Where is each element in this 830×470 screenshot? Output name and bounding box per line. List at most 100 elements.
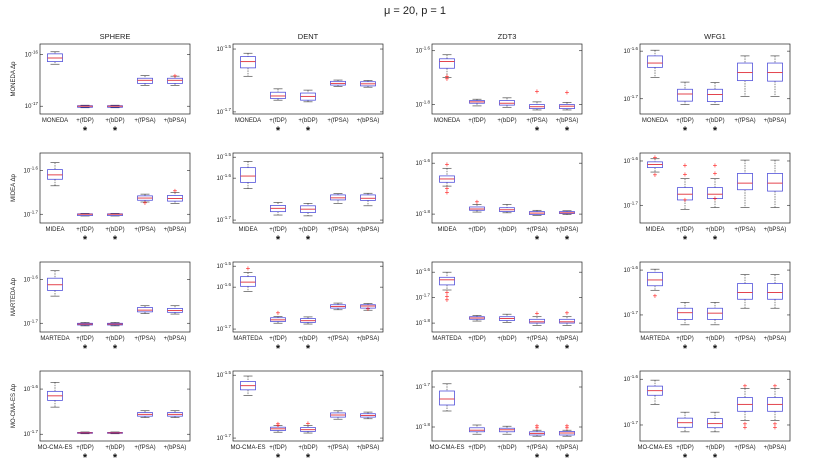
panel-frame xyxy=(39,43,191,115)
y-tick-label: 10-1.7 xyxy=(24,429,39,438)
panel-3-0: MO-CMA-ES Δp 10-1.6 10-1.7 MO-CMA-ES +(fDP) +… xyxy=(11,370,191,464)
category-label: +(fPSA) xyxy=(134,227,155,233)
panel-frame xyxy=(39,152,191,224)
box-0: + xyxy=(647,268,663,301)
box-4 xyxy=(360,411,376,420)
category-label: +(bDP) xyxy=(497,445,516,451)
category-label: MARTEDA xyxy=(233,336,262,342)
box-2 xyxy=(300,202,316,217)
category-label: +(fDP) xyxy=(468,336,486,342)
box-2 xyxy=(107,431,123,435)
box-1 xyxy=(77,431,93,435)
box-1 xyxy=(270,202,286,216)
box-0 xyxy=(47,381,63,408)
box-iqr xyxy=(767,62,783,82)
significance-star: * xyxy=(683,343,688,355)
panel-2-2: 10-1.610-1.710-1.8+++MARTEDA +(fDP) +(bDP)… xyxy=(416,261,583,355)
box-iqr xyxy=(737,62,753,82)
category-label: +(fPSA) xyxy=(526,227,547,233)
category-label: MIDEA xyxy=(645,227,664,233)
outlier-point: + xyxy=(565,423,570,432)
significance-star: * xyxy=(113,125,118,137)
panel-frame xyxy=(639,152,791,224)
box-4: + xyxy=(559,88,575,111)
category-label: MONEDA xyxy=(42,118,68,124)
panel-frame xyxy=(232,370,384,442)
category-label: +(bPSA) xyxy=(357,118,380,124)
y-tick-label: 10-1.7 xyxy=(217,324,232,333)
column-title: SPHERE xyxy=(100,32,131,41)
category-label: MO-CMA-ES xyxy=(231,445,266,451)
box-3 xyxy=(330,193,346,204)
box-2 xyxy=(107,322,123,327)
category-label: +(fDP) xyxy=(76,445,94,451)
box-2 xyxy=(300,316,316,325)
panels-grid: SPHERE MONEDA Δp 10-16 10-17 MONEDA +(fDP) +(b… xyxy=(11,32,791,464)
category-label: +(bDP) xyxy=(497,336,516,342)
box-3 xyxy=(529,209,545,216)
y-tick-label: 10-1.7 xyxy=(624,94,639,103)
y-tick-label: 10-17 xyxy=(25,101,39,110)
box-3 xyxy=(330,302,346,311)
category-label: +(fPSA) xyxy=(526,118,547,124)
outlier-point: + xyxy=(565,88,570,97)
category-label: +(bDP) xyxy=(705,445,724,451)
category-label: +(fDP) xyxy=(676,227,694,233)
box-1 xyxy=(469,315,485,322)
box-3: +++ xyxy=(737,382,753,432)
category-label: +(fDP) xyxy=(676,118,694,124)
box-iqr xyxy=(677,88,693,102)
column-title: ZDT3 xyxy=(498,32,517,41)
category-label: +(bPSA) xyxy=(556,118,579,124)
y-tick-label: 10-1.5 xyxy=(217,370,232,379)
category-label: +(bPSA) xyxy=(164,118,187,124)
category-label: +(fPSA) xyxy=(734,445,755,451)
box-3 xyxy=(330,79,346,87)
y-tick-label: 10-1.5 xyxy=(217,44,232,53)
box-1: + xyxy=(270,309,286,324)
box-iqr xyxy=(767,173,783,192)
outlier-point: + xyxy=(445,296,450,305)
category-label: +(bPSA) xyxy=(164,336,187,342)
outlier-point: + xyxy=(276,419,281,428)
outlier-point: + xyxy=(445,72,450,81)
category-label: MIDEA xyxy=(238,227,257,233)
significance-star: * xyxy=(565,343,570,355)
box-1 xyxy=(469,98,485,107)
category-label: +(fDP) xyxy=(76,227,94,233)
box-iqr xyxy=(647,271,663,287)
outlier-point: + xyxy=(743,382,748,391)
y-tick-label: 10-1.7 xyxy=(24,318,39,327)
category-label: +(fDP) xyxy=(269,227,287,233)
category-label: +(fPSA) xyxy=(327,227,348,233)
outlier-point: + xyxy=(445,184,450,193)
y-tick-label: 10-1.6 xyxy=(416,46,431,55)
outlier-point: + xyxy=(173,72,178,81)
outlier-point: + xyxy=(653,292,658,301)
box-iqr xyxy=(677,307,693,320)
significance-star: * xyxy=(306,452,311,464)
y-axis-label: MONEDA Δp xyxy=(11,61,17,97)
box-1 xyxy=(77,322,93,327)
y-tick-label: 10-1.7 xyxy=(416,293,431,302)
significance-star: * xyxy=(713,343,718,355)
category-label: MONEDA xyxy=(642,118,668,124)
panel-2-0: MARTEDA Δp 10-1.6 10-1.7 MARTEDA +(fDP) +(bDP… xyxy=(11,261,191,355)
significance-star: * xyxy=(113,343,118,355)
box-0 xyxy=(647,379,663,405)
box-2 xyxy=(107,104,123,109)
outlier-point: + xyxy=(773,420,778,429)
box-3 xyxy=(330,410,346,420)
significance-star: * xyxy=(306,343,311,355)
outlier-point: + xyxy=(743,423,748,432)
y-tick-label: 10-1.6 xyxy=(624,265,639,274)
y-tick-label: 10-1.7 xyxy=(624,310,639,319)
column-title: WFG1 xyxy=(704,32,726,41)
category-label: +(fPSA) xyxy=(134,445,155,451)
y-tick-label: 10-16 xyxy=(25,49,39,58)
significance-star: * xyxy=(276,452,281,464)
category-label: +(bDP) xyxy=(105,445,124,451)
y-tick-label: 10-1.8 xyxy=(416,100,431,109)
category-label: +(fPSA) xyxy=(734,336,755,342)
